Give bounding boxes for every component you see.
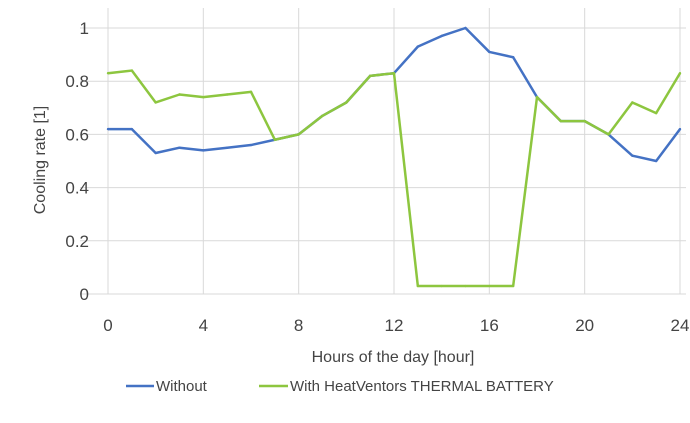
point-thermal-battery xyxy=(583,119,586,123)
x-tick-label: 16 xyxy=(480,316,499,335)
y-tick-label: 1 xyxy=(80,19,89,38)
point-without xyxy=(416,45,420,48)
series-lines xyxy=(106,26,682,288)
point-thermal-battery xyxy=(130,69,134,72)
point-thermal-battery xyxy=(440,284,443,288)
tick-labels: 0 0.2 0.4 0.6 0.8 1 0 4 8 12 16 20 24 xyxy=(65,19,689,335)
legend-label-without: Without xyxy=(156,378,208,395)
x-tick-label: 8 xyxy=(294,316,303,335)
point-without xyxy=(678,127,682,131)
point-thermal-battery xyxy=(321,114,324,117)
point-without xyxy=(511,56,515,59)
legend: Without With HeatVentors THERMAL BATTERY xyxy=(126,378,554,395)
y-tick-label: 0.8 xyxy=(65,72,89,91)
point-thermal-battery xyxy=(225,93,229,96)
point-thermal-battery xyxy=(249,90,253,94)
point-thermal-battery xyxy=(345,101,348,104)
x-tick-label: 20 xyxy=(575,316,594,335)
x-tick-label: 0 xyxy=(103,316,112,335)
point-without xyxy=(202,149,205,152)
point-without xyxy=(654,159,658,163)
point-thermal-battery xyxy=(106,72,110,75)
point-thermal-battery xyxy=(654,111,658,115)
y-tick-label: 0.2 xyxy=(65,232,89,251)
point-thermal-battery xyxy=(607,133,610,136)
point-thermal-battery xyxy=(154,101,157,104)
x-tick-label: 4 xyxy=(199,316,208,335)
point-thermal-battery xyxy=(535,95,539,99)
point-thermal-battery xyxy=(631,101,634,104)
point-without xyxy=(106,127,110,131)
point-thermal-battery xyxy=(559,119,563,123)
point-without xyxy=(464,26,467,30)
point-without xyxy=(130,127,134,131)
point-without xyxy=(225,146,229,149)
point-thermal-battery xyxy=(488,284,491,288)
point-thermal-battery xyxy=(416,284,420,288)
point-thermal-battery xyxy=(202,95,205,99)
point-thermal-battery xyxy=(297,133,300,136)
x-tick-label: 24 xyxy=(671,316,690,335)
x-tick-label: 12 xyxy=(385,316,404,335)
y-tick-label: 0 xyxy=(80,285,89,304)
gridlines xyxy=(80,8,686,295)
point-without xyxy=(154,151,157,155)
legend-label-thermal-battery: With HeatVentors THERMAL BATTERY xyxy=(290,378,554,395)
y-tick-label: 0.4 xyxy=(65,179,89,198)
point-thermal-battery xyxy=(392,72,396,75)
point-without xyxy=(488,50,491,54)
x-axis-title: Hours of the day [hour] xyxy=(312,349,475,366)
point-thermal-battery xyxy=(368,74,372,78)
point-thermal-battery xyxy=(464,284,467,288)
point-thermal-battery xyxy=(678,72,682,75)
point-thermal-battery xyxy=(178,93,181,96)
point-thermal-battery xyxy=(273,138,277,141)
point-without xyxy=(631,154,634,157)
y-tick-label: 0.6 xyxy=(65,125,89,144)
y-axis-title: Cooling rate [1] xyxy=(32,106,49,215)
point-thermal-battery xyxy=(511,284,515,288)
point-without xyxy=(249,143,253,147)
point-without xyxy=(178,146,181,149)
point-without xyxy=(440,34,443,38)
